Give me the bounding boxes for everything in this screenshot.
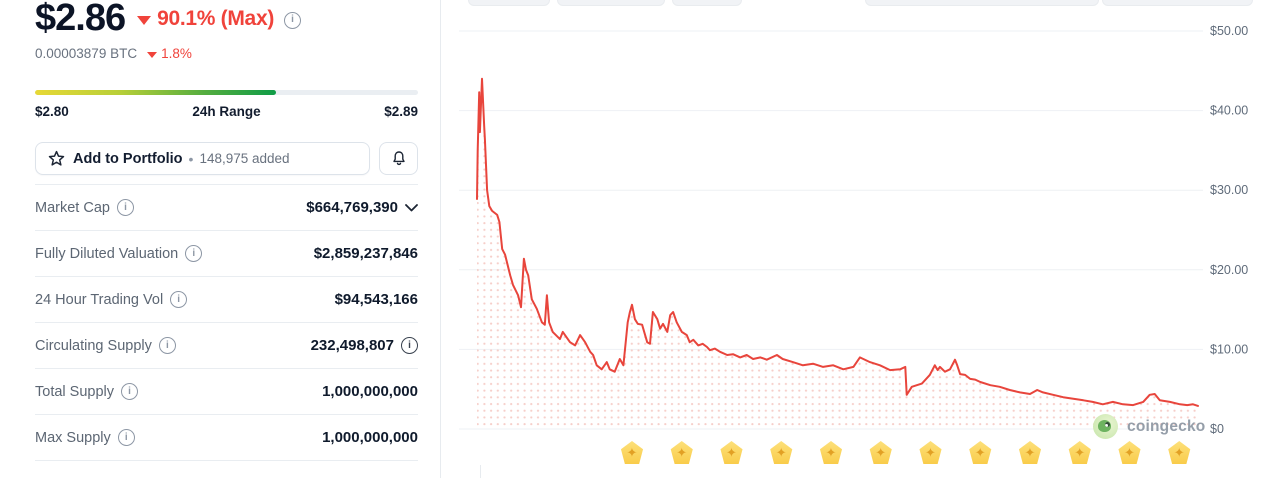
y-axis-tick-label: $10.00 xyxy=(1210,342,1248,356)
coingecko-logo-icon xyxy=(1093,414,1118,439)
price-change-percent: 90.1% (Max) xyxy=(157,7,275,30)
portfolio-added-count: 148,975 added xyxy=(199,151,290,166)
stat-value: $2,859,237,846 xyxy=(313,245,418,262)
y-axis-tick-label: $30.00 xyxy=(1210,183,1248,197)
stat-label: 24 Hour Trading Vol xyxy=(35,291,164,308)
stat-row-total-supply: Total Supply i 1,000,000,000 xyxy=(35,369,418,415)
event-marker-icon[interactable]: ✦ xyxy=(969,441,992,464)
event-marker-icon[interactable]: ✦ xyxy=(1018,441,1042,464)
range-low: $2.80 xyxy=(35,104,69,119)
stat-row-market-cap: Market Cap i $664,769,390 xyxy=(35,184,418,231)
event-marker-icon[interactable]: ✦ xyxy=(1068,441,1091,464)
stat-row-fdv: Fully Diluted Valuation i $2,859,237,846 xyxy=(35,231,418,277)
event-marker-icon[interactable]: ✦ xyxy=(869,441,892,464)
portfolio-button-label: Add to Portfolio xyxy=(73,150,183,167)
stat-label: Circulating Supply xyxy=(35,337,152,354)
price-line-series xyxy=(476,77,1199,407)
stat-value: 1,000,000,000 xyxy=(322,383,418,400)
stats-table: Market Cap i $664,769,390 Fully Diluted … xyxy=(35,184,418,461)
stat-row-max-supply: Max Supply i 1,000,000,000 xyxy=(35,415,418,461)
info-icon[interactable]: i xyxy=(401,337,418,354)
bell-icon xyxy=(392,151,405,166)
price-chart-panel: $50.00 $40.00 $30.00 $20.00 $10.00 $0 coingec… xyxy=(441,0,1280,478)
btc-change-percent: 1.8% xyxy=(161,46,192,61)
chevron-down-icon[interactable] xyxy=(405,203,418,212)
stat-value: 1,000,000,000 xyxy=(322,429,418,446)
stat-label: Fully Diluted Valuation xyxy=(35,245,179,262)
range-bar xyxy=(35,90,418,95)
watermark-text: coingecko xyxy=(1127,417,1206,435)
stat-label: Total Supply xyxy=(35,383,114,400)
actions-row: Add to Portfolio • 148,975 added xyxy=(35,142,418,175)
star-icon xyxy=(48,150,65,166)
info-icon[interactable]: i xyxy=(117,429,135,446)
chart-edge-tick xyxy=(480,465,481,478)
info-icon[interactable]: i xyxy=(185,245,203,262)
price-chart[interactable]: $50.00 $40.00 $30.00 $20.00 $10.00 $0 xyxy=(441,0,1280,478)
event-marker-icon[interactable]: ✦ xyxy=(1168,441,1191,464)
btc-down-arrow-icon xyxy=(147,51,158,58)
range-labels: $2.80 24h Range $2.89 xyxy=(35,104,418,119)
add-to-portfolio-button[interactable]: Add to Portfolio • 148,975 added xyxy=(35,142,370,175)
stat-value: 232,498,807 xyxy=(310,337,394,354)
stat-row-volume: 24 Hour Trading Vol i $94,543,166 xyxy=(35,277,418,323)
separator-dot: • xyxy=(188,150,194,167)
event-marker-icon[interactable]: ✦ xyxy=(819,441,843,464)
range-title: 24h Range xyxy=(192,104,261,119)
info-icon[interactable]: i xyxy=(121,383,138,400)
stat-row-circulating-supply: Circulating Supply i 232,498,807 i xyxy=(35,323,418,369)
event-marker-icon[interactable]: ✦ xyxy=(670,441,693,464)
stat-label: Max Supply xyxy=(35,429,111,446)
info-icon[interactable]: i xyxy=(116,199,134,216)
event-marker-icon[interactable]: ✦ xyxy=(620,441,644,464)
info-icon[interactable]: i xyxy=(158,337,176,354)
event-marker-icon[interactable]: ✦ xyxy=(720,441,743,464)
price-info-icon[interactable]: i xyxy=(284,11,302,29)
coin-stats-panel: $2.86 90.1% (Max) i 0.00003879 BTC 1.8% … xyxy=(0,0,441,478)
stat-value: $664,769,390 xyxy=(306,199,398,216)
y-axis-tick-label: $40.00 xyxy=(1210,104,1248,118)
stat-label: Market Cap xyxy=(35,199,110,216)
y-axis-tick-label: $20.00 xyxy=(1210,263,1248,277)
info-icon[interactable]: i xyxy=(170,291,188,308)
price-row: $2.86 90.1% (Max) i xyxy=(35,0,418,40)
event-marker-icon[interactable]: ✦ xyxy=(770,441,793,464)
range-bar-fill xyxy=(35,90,277,95)
price-alert-button[interactable] xyxy=(379,142,418,175)
y-axis-tick-label: $0 xyxy=(1210,422,1224,436)
stat-value: $94,543,166 xyxy=(334,291,418,308)
btc-price-row: 0.00003879 BTC 1.8% xyxy=(35,46,418,61)
event-marker-icon[interactable]: ✦ xyxy=(1118,441,1141,464)
coingecko-watermark: coingecko xyxy=(1093,414,1205,439)
price-down-arrow-icon xyxy=(137,15,152,25)
btc-price: 0.00003879 BTC xyxy=(35,46,138,61)
coin-price: $2.86 xyxy=(35,0,126,39)
event-marker-icon[interactable]: ✦ xyxy=(919,441,942,464)
y-axis-tick-label: $50.00 xyxy=(1210,24,1248,38)
range-high: $2.89 xyxy=(384,104,418,119)
